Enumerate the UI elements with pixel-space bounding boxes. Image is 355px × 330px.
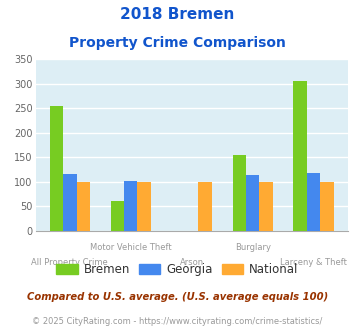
Bar (294, 81, 307, 231)
Text: All Property Crime: All Property Crime (32, 258, 108, 267)
Bar (111, 201, 124, 231)
Text: Compared to U.S. average. (U.S. average equals 100): Compared to U.S. average. (U.S. average … (27, 292, 328, 302)
Text: 2018 Bremen: 2018 Bremen (120, 7, 235, 21)
Bar (63, 174, 77, 231)
Bar (307, 173, 320, 231)
Text: Burglary: Burglary (235, 243, 271, 252)
Text: Larceny & Theft: Larceny & Theft (280, 258, 347, 267)
Bar (198, 182, 212, 231)
Text: © 2025 CityRating.com - https://www.cityrating.com/crime-statistics/: © 2025 CityRating.com - https://www.city… (32, 317, 323, 326)
Bar (77, 182, 90, 231)
Bar (260, 182, 273, 231)
Text: Motor Vehicle Theft: Motor Vehicle Theft (90, 243, 171, 252)
Bar (320, 182, 334, 231)
Bar (50, 106, 63, 231)
Text: Arson: Arson (180, 258, 204, 267)
Bar (137, 182, 151, 231)
Bar (233, 154, 246, 231)
Bar (124, 181, 137, 231)
Bar (246, 175, 260, 231)
Legend: Bremen, Georgia, National: Bremen, Georgia, National (51, 258, 304, 281)
Text: Property Crime Comparison: Property Crime Comparison (69, 36, 286, 50)
